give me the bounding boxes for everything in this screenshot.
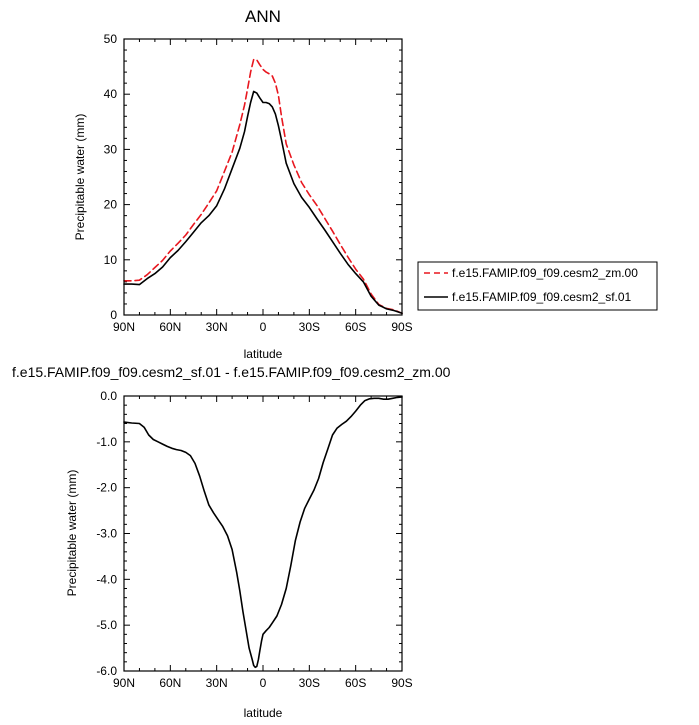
top-x-tick-label: 30N	[206, 320, 228, 334]
top-plot-frame	[123, 38, 403, 316]
bottom-chart-title: f.e15.FAMIP.f09_f09.cesm2_sf.01 - f.e15.…	[12, 364, 451, 380]
top-chart: ANN Precipitable water (mm) latitude 90N…	[73, 7, 413, 361]
bottom-x-tick-label: 60S	[345, 676, 366, 690]
bottom-x-tick-label: 30N	[206, 676, 228, 690]
bottom-series-line-0	[123, 396, 403, 669]
top-series-lines	[123, 58, 403, 315]
bottom-x-tick-label: 60N	[159, 676, 181, 690]
top-chart-title: ANN	[245, 7, 281, 26]
bottom-y-tick-label: -4.0	[96, 572, 117, 586]
bottom-axis-ticks: 90N 60N 30N 0 30S 60S 90S 0.0 -1.0 -2.0 -3.0 -4.0 -5…	[96, 389, 412, 690]
bottom-y-tick-label: -2.0	[96, 481, 117, 495]
bottom-x-tick-label: 90N	[113, 676, 135, 690]
top-y-tick-label: 20	[104, 198, 118, 212]
top-y-tick-label: 0	[110, 308, 117, 322]
bottom-y-axis-label: Precipitable water (mm)	[65, 470, 79, 597]
legend: f.e15.FAMIP.f09_f09.cesm2_zm.00 f.e15.FA…	[417, 261, 658, 311]
top-x-tick-label: 90N	[113, 320, 135, 334]
legend-label-sf: f.e15.FAMIP.f09_f09.cesm2_sf.01	[452, 290, 632, 304]
bottom-plot-frame	[123, 395, 403, 672]
top-x-tick-label: 30S	[299, 320, 320, 334]
top-x-axis-label: latitude	[244, 347, 283, 361]
bottom-y-tick-label: -3.0	[96, 527, 117, 541]
bottom-x-tick-label: 30S	[299, 676, 320, 690]
legend-box	[417, 261, 658, 311]
top-series-line-0	[123, 58, 403, 315]
top-y-tick-label: 40	[104, 87, 118, 101]
bottom-chart: f.e15.FAMIP.f09_f09.cesm2_sf.01 - f.e15.…	[12, 364, 451, 720]
bottom-series-lines	[123, 396, 403, 669]
bottom-x-tick-label: 90S	[391, 676, 412, 690]
top-y-axis-label: Precipitable water (mm)	[73, 114, 87, 241]
bottom-y-tick-label: -5.0	[96, 618, 117, 632]
bottom-y-tick-label: -6.0	[96, 664, 117, 678]
top-x-tick-label: 60S	[345, 320, 366, 334]
top-axis-ticks: 90N 60N 30N 0 30S 60S 90S 0 10 20 30 40 50	[104, 32, 413, 334]
top-y-tick-label: 50	[104, 32, 118, 46]
top-x-tick-label: 90S	[391, 320, 412, 334]
bottom-y-tick-label: -1.0	[96, 435, 117, 449]
top-y-tick-label: 10	[104, 253, 118, 267]
top-series-line-1	[123, 90, 403, 315]
bottom-x-tick-label: 0	[260, 676, 267, 690]
bottom-y-tick-label: 0.0	[100, 389, 117, 403]
top-y-tick-label: 30	[104, 142, 118, 156]
legend-label-zm: f.e15.FAMIP.f09_f09.cesm2_zm.00	[452, 266, 638, 280]
top-x-tick-label: 0	[260, 320, 267, 334]
top-x-tick-label: 60N	[159, 320, 181, 334]
bottom-x-axis-label: latitude	[244, 706, 283, 720]
